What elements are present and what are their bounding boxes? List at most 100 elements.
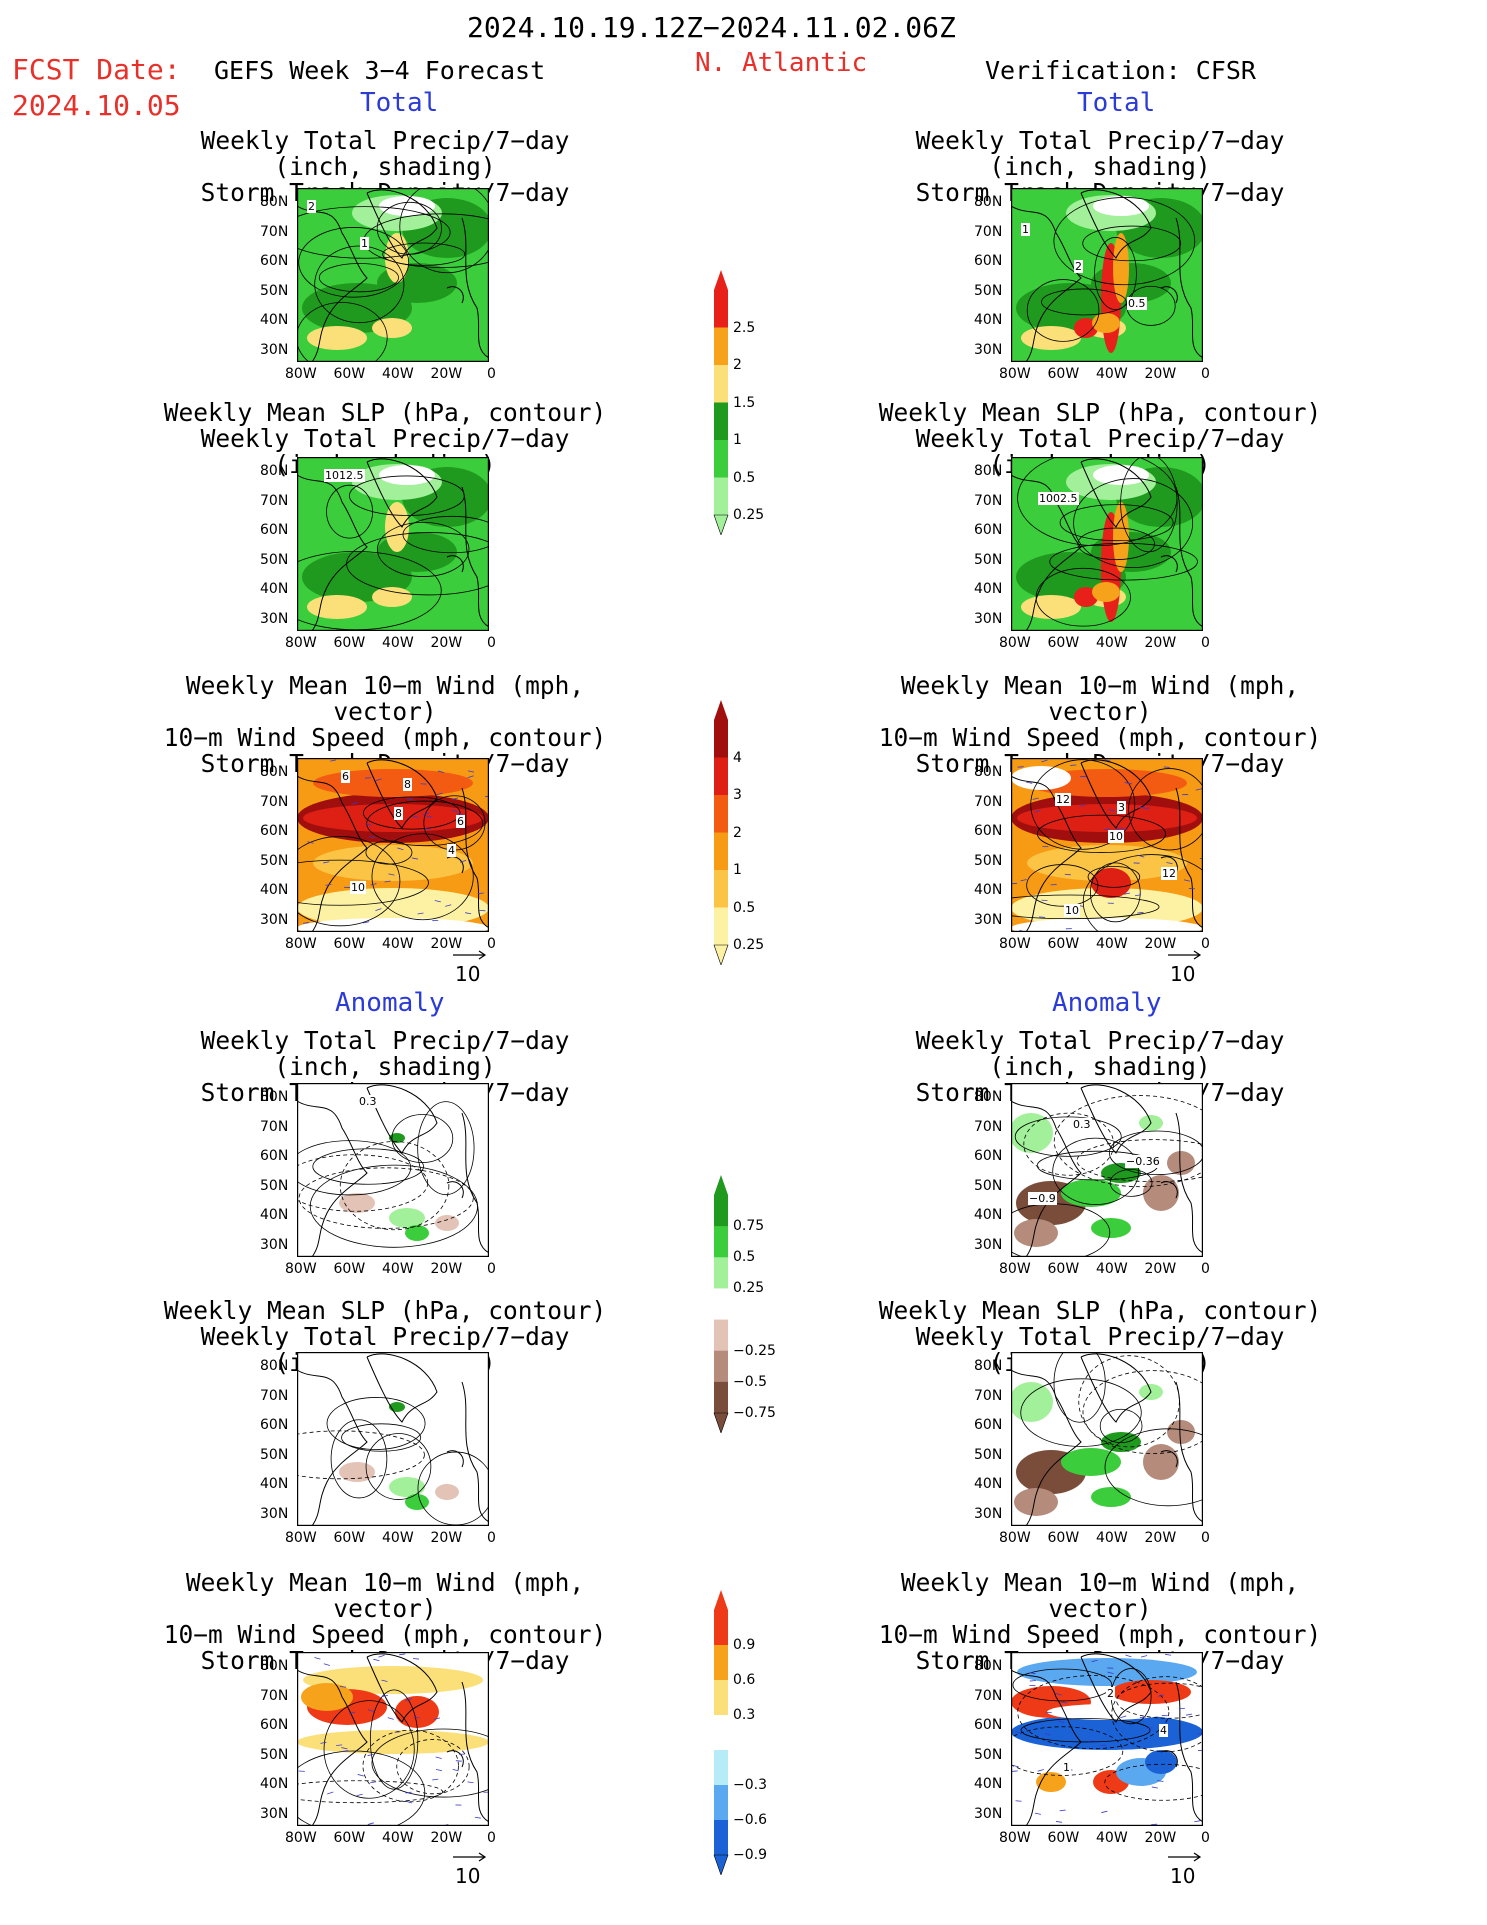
colorbar-label: 4 <box>733 749 742 766</box>
map-frame <box>1011 1652 1203 1826</box>
contour-line <box>1104 1763 1203 1801</box>
lat-tick-label: 80N <box>974 463 1003 479</box>
colorbar-segment <box>714 1820 728 1856</box>
contour-line <box>1108 1130 1203 1176</box>
contour-label: 0.3 <box>1072 1118 1092 1131</box>
lon-tick-label: 40W <box>382 936 414 952</box>
lon-tick-label: 60W <box>1047 635 1080 651</box>
contour-label: 3 <box>1117 801 1126 814</box>
lon-tick-label: 20W <box>1144 1261 1177 1277</box>
contour-line <box>323 1700 415 1799</box>
shade-blob <box>389 1477 425 1497</box>
colorbar-segment <box>714 1195 728 1227</box>
wind-vector <box>1139 1716 1146 1718</box>
contour-label: 4 <box>447 844 456 857</box>
lat-tick-label: 30N <box>260 1505 289 1522</box>
wind-vector <box>1034 810 1041 813</box>
contour-label: 2 <box>307 200 316 213</box>
contour-line <box>362 796 461 830</box>
wind-vector <box>451 809 458 812</box>
colorbar-segment <box>714 327 728 366</box>
colorbar-segment <box>714 1381 728 1414</box>
wind-vector <box>397 847 404 851</box>
colorbar-storm_total <box>713 700 729 965</box>
arrow-line <box>453 950 487 960</box>
lat-tick-label: 30N <box>260 1236 289 1253</box>
contour-line <box>1059 504 1174 542</box>
arrow-line <box>453 1852 487 1862</box>
lon-tick-label: 0 <box>1201 366 1210 382</box>
contour-line <box>382 242 466 266</box>
map-frame <box>297 1652 489 1826</box>
wind-vector <box>455 1760 462 1762</box>
map-tp-left-0 <box>297 188 489 362</box>
lat-tick-label: 70N <box>260 1387 289 1404</box>
wind-vector <box>307 841 314 844</box>
colorbar-cap <box>714 700 728 720</box>
lon-tick-label: 40W <box>382 1530 414 1546</box>
contour-line <box>1089 862 1141 923</box>
colorbar-label: 0.5 <box>733 469 756 486</box>
lon-tick-label: 20W <box>1144 366 1177 382</box>
contour-line <box>1126 285 1176 326</box>
lat-tick-label: 70N <box>974 492 1003 509</box>
wind-vector <box>459 860 467 863</box>
colorbar-segment <box>714 290 728 328</box>
lat-tick-label: 50N <box>260 551 289 568</box>
lon-tick-label: 80W <box>999 1830 1031 1846</box>
wind-vector <box>327 1791 334 1795</box>
shade-blob <box>1011 888 1203 928</box>
contour-line <box>1012 1668 1113 1702</box>
contour-line <box>396 1739 470 1795</box>
contour-line <box>1082 1370 1203 1455</box>
title-line: Weekly Mean SLP (hPa, contour) <box>163 1296 607 1325</box>
shade-blob <box>435 1215 459 1231</box>
lat-tick-label: 60N <box>974 1717 1003 1733</box>
wind-vector <box>1059 1809 1066 1812</box>
wind-vector <box>406 798 413 800</box>
colorbar-segment <box>714 1610 728 1646</box>
wind-vector <box>1108 809 1115 812</box>
wind-vector <box>341 1750 349 1752</box>
contour-line <box>1020 1378 1142 1447</box>
lon-tick-label: 60W <box>1047 1830 1080 1846</box>
shade-blob <box>1092 313 1120 333</box>
colorbar-cap <box>713 1412 729 1433</box>
contour-line <box>1011 1726 1124 1776</box>
wind-vector <box>412 815 419 819</box>
lat-tick-label: 40N <box>260 312 289 328</box>
lat-tick-label: 60N <box>260 1717 289 1733</box>
wind-vector <box>1166 862 1173 865</box>
contour-line <box>1017 1675 1170 1750</box>
lat-tick-label: 40N <box>260 1207 289 1223</box>
colorbar-segment <box>714 870 728 908</box>
contour-line <box>1094 237 1137 310</box>
lat-tick-label: 80N <box>260 194 289 210</box>
contour-line <box>1078 1355 1180 1448</box>
title-left-anom-wind: Weekly Mean 10−m Wind (mph, vector) 10−m… <box>155 1570 615 1700</box>
colorbar-label: 0.3 <box>733 1707 756 1723</box>
contour-label: 0.5 <box>1127 297 1147 310</box>
colorbar-label: −0.3 <box>733 1777 767 1793</box>
wind-vector <box>370 883 377 886</box>
contour-line <box>1128 768 1203 851</box>
wind-vector <box>323 1663 330 1666</box>
wind-vector <box>399 1653 406 1656</box>
wind-vector <box>452 1769 459 1772</box>
contour-line <box>1011 894 1160 920</box>
lat-tick-label: 30N <box>260 911 289 928</box>
lat-tick-label: 80N <box>974 764 1003 780</box>
lon-tick-label: 20W <box>430 936 463 952</box>
map-ap-right-3 <box>1011 1083 1203 1257</box>
contour-line <box>402 515 489 554</box>
shade-blob <box>1021 595 1081 619</box>
wind-vector <box>433 1717 441 1720</box>
shade-blob <box>405 1494 429 1510</box>
colorbar-segment <box>714 365 728 403</box>
coastline <box>1011 759 1203 932</box>
lon-tick-label: 0 <box>487 366 496 382</box>
wind-vector <box>370 1781 377 1784</box>
map-ap-left-3 <box>297 1083 489 1257</box>
contour-line <box>1077 527 1155 561</box>
lon-tick-label: 20W <box>430 1830 463 1846</box>
